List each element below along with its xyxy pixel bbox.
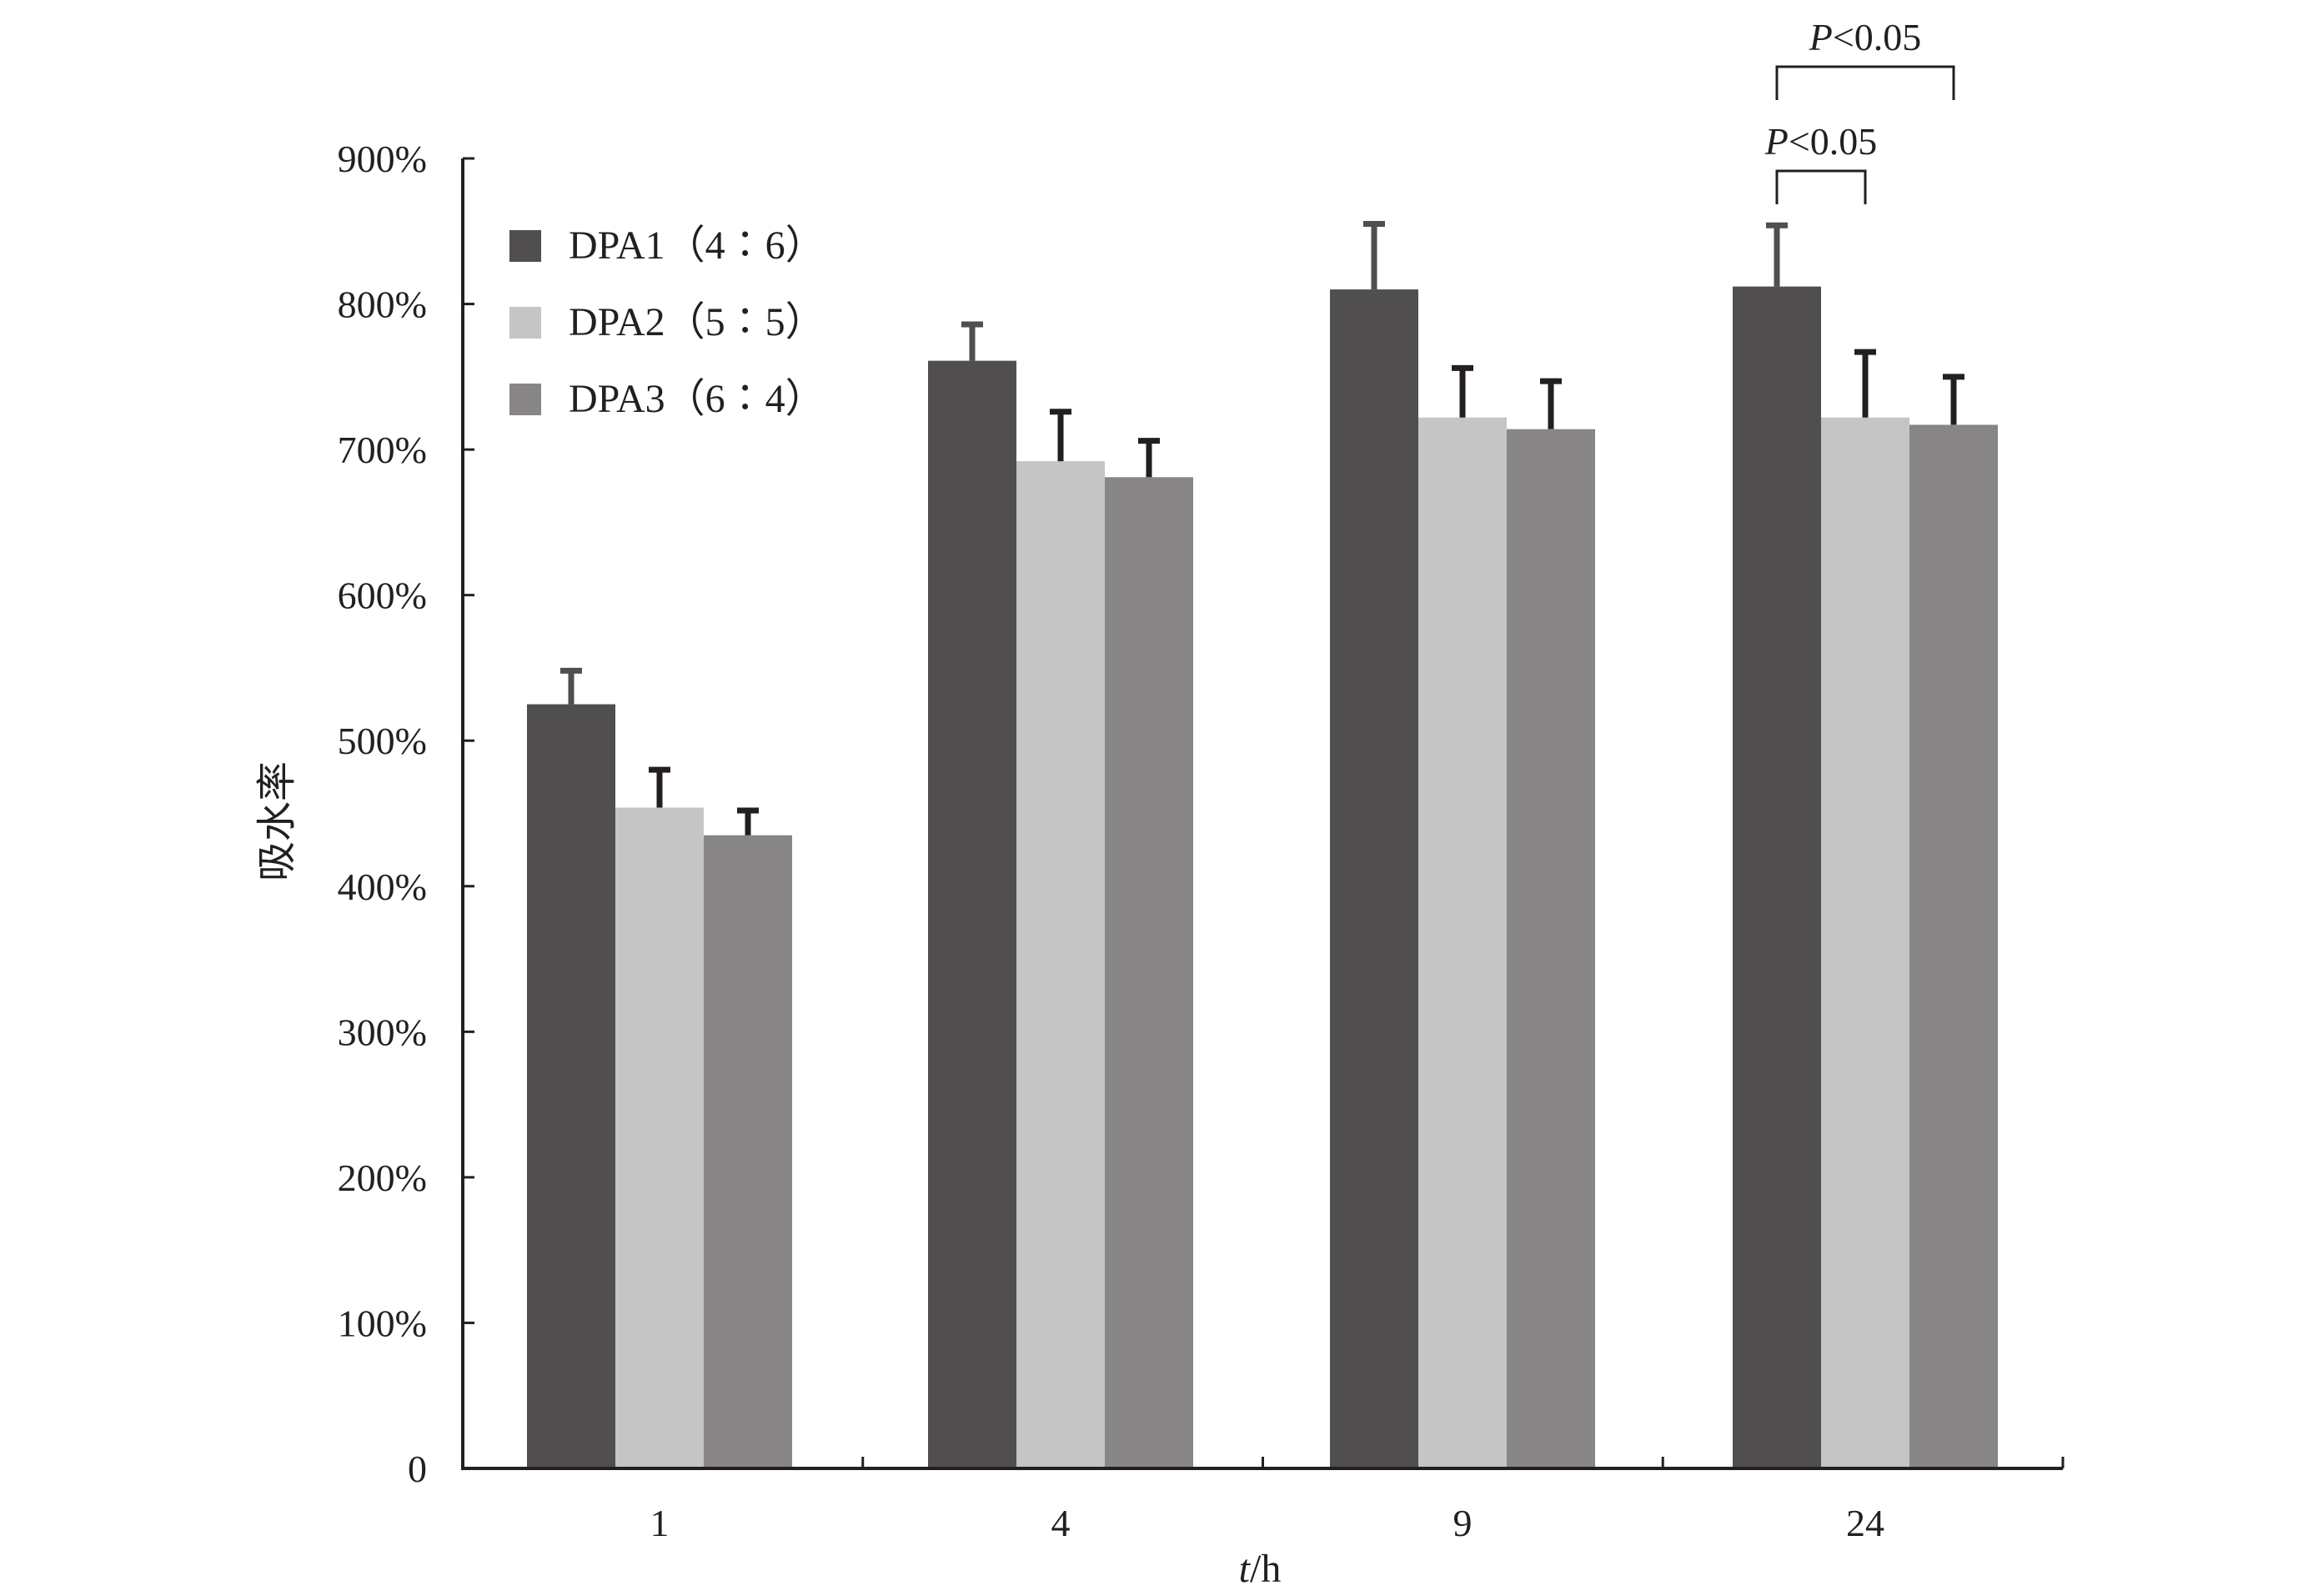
x-ticks-layer: 1 4 9 24: [650, 1457, 2065, 1544]
bar-3-1: [704, 835, 792, 1468]
y-tick-label: 200%: [338, 1157, 427, 1199]
legend-swatch-2: [509, 307, 541, 339]
y-tick-label: 800%: [338, 284, 427, 326]
x-axis-title-unit: /h: [1250, 1547, 1281, 1591]
bar-2-4: [1016, 461, 1105, 1468]
y-tick-label: 900%: [338, 138, 427, 180]
significance-annotations: P<0.05P<0.05: [1764, 16, 1955, 204]
bars-layer: [527, 286, 1998, 1469]
significance-bracket-2: [1775, 65, 1955, 100]
y-tick-label: 700%: [338, 429, 427, 471]
y-tick-label: 300%: [338, 1011, 427, 1053]
x-axis-title-var: t: [1239, 1547, 1252, 1591]
y-axis-title: 吸水率: [255, 761, 299, 881]
legend-label-2: DPA2（5∶5）: [569, 300, 825, 344]
significance-label-var: P: [1764, 120, 1789, 163]
significance-label-1: P<0.05: [1764, 120, 1878, 163]
bar-3-9: [1507, 429, 1595, 1468]
legend-label-1: DPA1（4∶6）: [569, 223, 825, 268]
bar-1-9: [1330, 289, 1418, 1469]
bar-1-24: [1733, 286, 1821, 1468]
y-tick-label: 600%: [338, 575, 427, 617]
bar-2-1: [615, 807, 704, 1468]
legend-swatch-1: [509, 230, 541, 262]
y-tick-label: 500%: [338, 720, 427, 762]
bar-1-1: [527, 704, 615, 1468]
x-tick-label: 4: [1051, 1502, 1071, 1544]
x-tick-label: 9: [1453, 1502, 1473, 1544]
bar-3-24: [1909, 424, 1998, 1469]
bar-2-9: [1418, 417, 1507, 1469]
significance-bracket-1: [1775, 169, 1867, 204]
legend-swatch-3: [509, 384, 541, 415]
y-ticks-layer: 0 100% 200% 300% 400% 500% 600% 700% 800% 900%: [338, 138, 474, 1490]
y-tick-label: 100%: [338, 1302, 427, 1344]
y-tick-label: 0: [408, 1448, 427, 1490]
significance-label-rest: <0.05: [1833, 16, 1921, 58]
bar-1-4: [928, 360, 1016, 1469]
x-tick-label: 24: [1846, 1502, 1884, 1544]
significance-label-rest: <0.05: [1789, 120, 1877, 163]
significance-label-2: P<0.05: [1809, 16, 1922, 58]
significance-label-var: P: [1809, 16, 1833, 58]
legend-label-3: DPA3（6∶4）: [569, 377, 825, 421]
bar-2-24: [1821, 417, 1909, 1469]
legend: DPA1（4∶6） DPA2（5∶5） DPA3（6∶4）: [509, 223, 825, 421]
x-tick-label: 1: [650, 1502, 670, 1544]
bar-3-4: [1105, 477, 1193, 1469]
x-axis-title: t/h: [1239, 1547, 1282, 1591]
y-tick-label: 400%: [338, 866, 427, 908]
error-bars-layer: [560, 221, 1964, 836]
